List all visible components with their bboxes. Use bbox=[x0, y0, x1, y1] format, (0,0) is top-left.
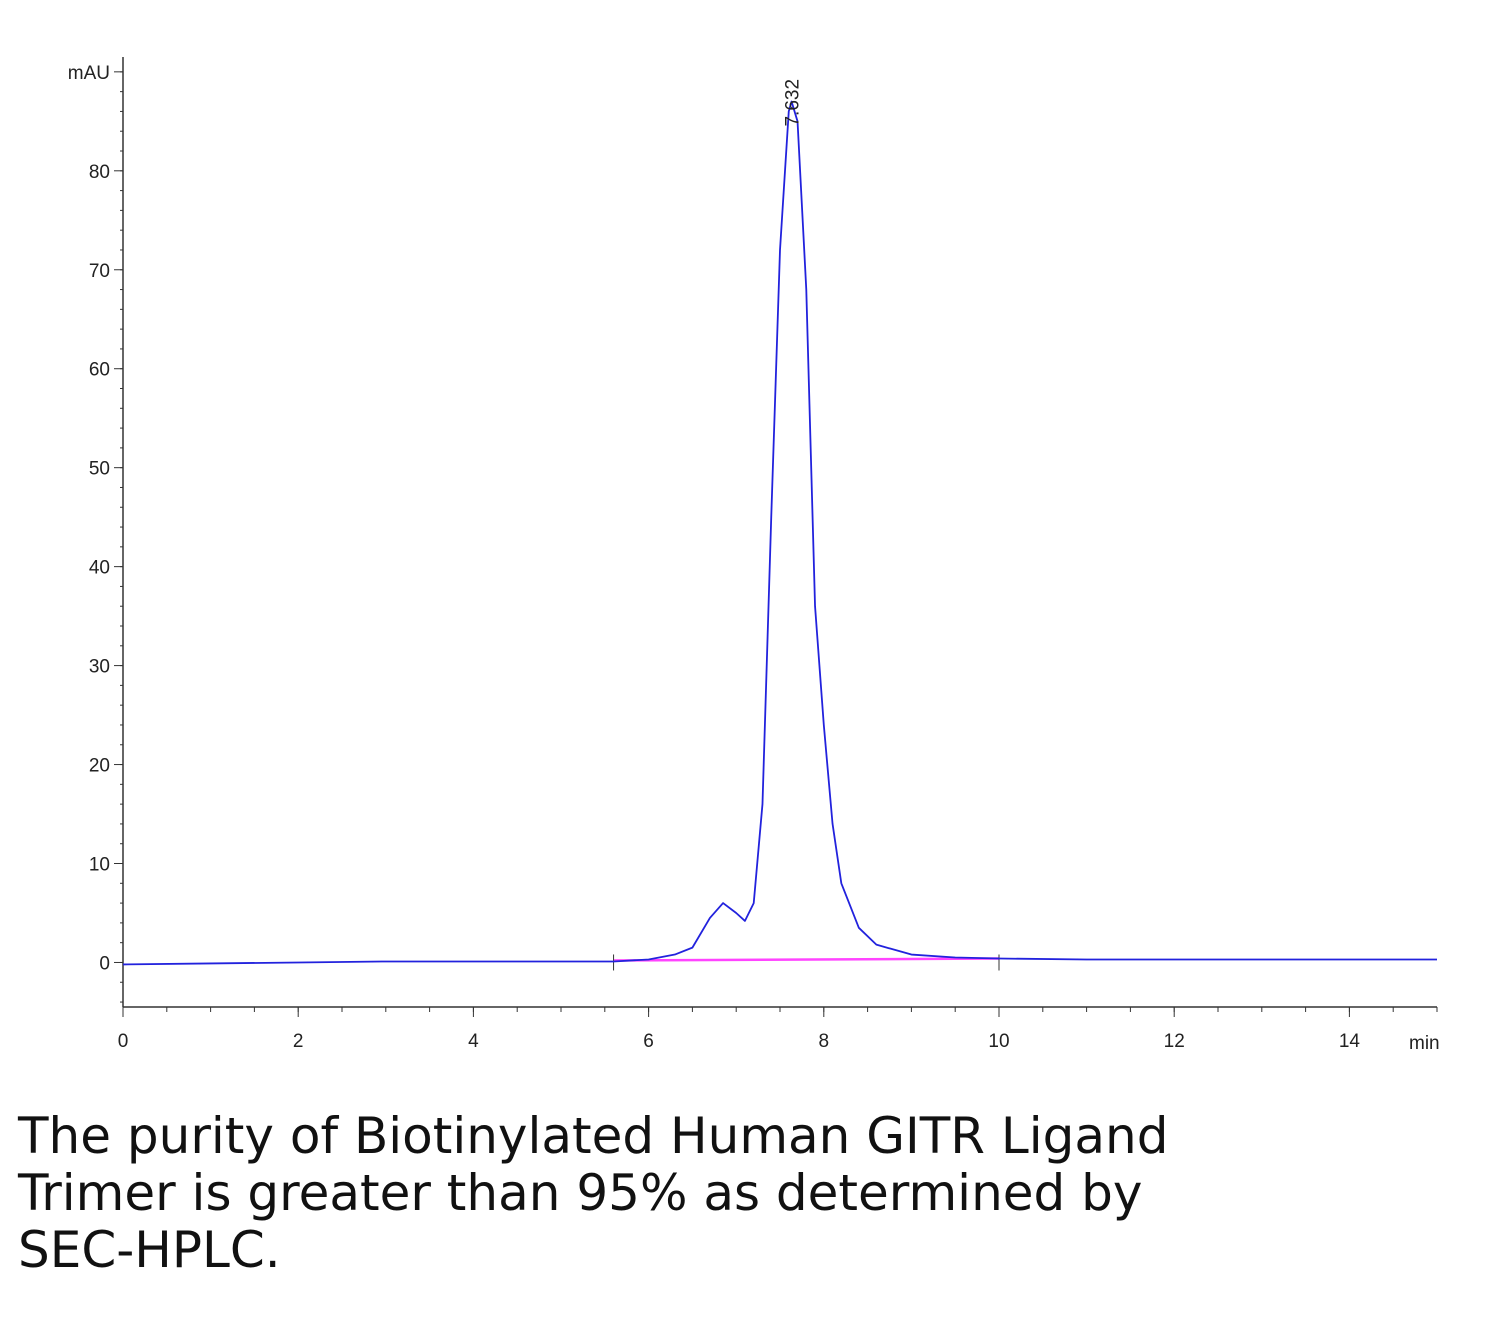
y-tick-label: 60 bbox=[89, 360, 110, 381]
caption-line: SEC-HPLC. bbox=[18, 1221, 281, 1279]
x-tick-label: 12 bbox=[1164, 1031, 1185, 1052]
y-tick-label: 0 bbox=[99, 953, 110, 974]
x-tick-label: 8 bbox=[819, 1031, 830, 1052]
y-tick-label: 20 bbox=[89, 756, 110, 777]
signal-line bbox=[122, 100, 1437, 966]
y-tick-label: 40 bbox=[89, 558, 110, 579]
y-tick-label: 70 bbox=[89, 261, 110, 282]
caption-line: Trimer is greater than 95% as determined… bbox=[18, 1164, 1143, 1222]
x-unit-label: min bbox=[1409, 1033, 1440, 1054]
y-tick-label: 50 bbox=[89, 459, 110, 480]
integration-baseline bbox=[613, 957, 1000, 962]
x-tick-label: 0 bbox=[118, 1031, 129, 1052]
x-tick-label: 2 bbox=[293, 1031, 304, 1052]
x-tick-label: 4 bbox=[468, 1031, 479, 1052]
x-tick-label: 10 bbox=[988, 1031, 1009, 1052]
caption: The purity of Biotinylated Human GITR Li… bbox=[18, 1108, 1168, 1279]
x-tick-label: 14 bbox=[1339, 1031, 1361, 1052]
peak-label: 7.632 bbox=[783, 79, 804, 127]
y-tick-label: 10 bbox=[89, 855, 110, 876]
y-tick-label: 80 bbox=[89, 162, 110, 183]
chart: 0 10 20 30 40 50 60 70 80 mAU 0 2 4 6 8 10 12 14 min 7.632 bbox=[68, 57, 1440, 1054]
caption-line: The purity of Biotinylated Human GITR Li… bbox=[18, 1107, 1169, 1165]
y-tick-label: mAU bbox=[68, 63, 110, 84]
y-tick-label: 30 bbox=[89, 657, 110, 678]
x-tick-label: 6 bbox=[643, 1031, 654, 1052]
